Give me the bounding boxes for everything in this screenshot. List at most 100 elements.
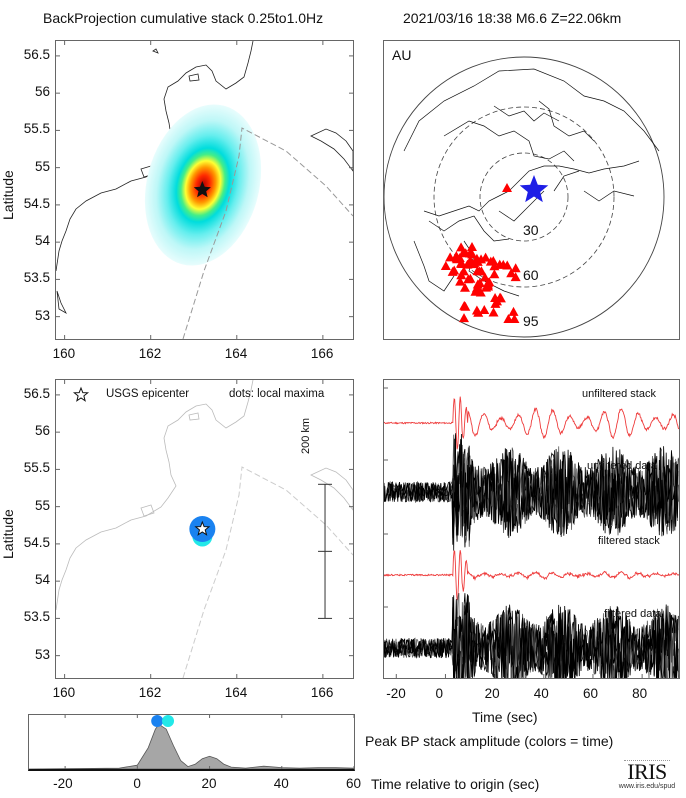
- stack-trace: [384, 396, 679, 450]
- y-tick-label: 54: [34, 233, 50, 249]
- trace-label-unfiltered-stack: unfiltered stack: [582, 388, 656, 400]
- amplitude-area: [29, 723, 354, 769]
- station-triangle: [463, 274, 474, 284]
- x-tick-label: -20: [386, 686, 406, 701]
- right-title: 2021/03/16 18:38 M6.6 Z=22.06km: [403, 10, 622, 26]
- waveform-panel: unfiltered stack unfiltered data filtere…: [383, 379, 680, 679]
- trace-label-filtered-data: filtered data: [604, 608, 662, 620]
- station-triangle: [474, 266, 485, 276]
- station-triangle: [455, 276, 466, 286]
- seismogram-line-icon: [624, 754, 670, 761]
- ring-label-30: 30: [523, 222, 539, 238]
- data-trace: [384, 595, 679, 678]
- stations: [440, 183, 521, 324]
- station-triangle: [480, 272, 491, 282]
- station-triangle: [457, 258, 468, 268]
- x-tick-label: 162: [138, 685, 162, 700]
- x-tick-label: 160: [52, 685, 76, 700]
- trace-label-filtered-stack: filtered stack: [598, 535, 660, 547]
- epicenter-star: [193, 181, 211, 198]
- y-tick-label: 53.5: [23, 609, 50, 625]
- peak-amplitude-panel: [28, 714, 355, 771]
- iris-logo: IRIS www.iris.edu/spud: [612, 754, 682, 791]
- y-tick-label: 56: [34, 423, 50, 439]
- logo-url: www.iris.edu/spud: [618, 783, 676, 790]
- station-triangle: [456, 270, 467, 280]
- y-tick-label: 55.5: [23, 460, 50, 476]
- x-tick-label: 0: [435, 686, 443, 701]
- station-triangle: [440, 261, 451, 271]
- station-triangle: [459, 300, 470, 310]
- logo-text: IRIS: [627, 759, 667, 784]
- waveform-x-label: Time (sec): [472, 709, 538, 725]
- y-tick-label: 54: [34, 572, 50, 588]
- peak-dot: [162, 715, 175, 727]
- region-label: AU: [392, 47, 412, 63]
- station-triangle: [492, 296, 503, 306]
- station-map: AU 30 60 95: [383, 40, 680, 340]
- station-triangle: [502, 183, 512, 192]
- data-trace: [384, 434, 679, 542]
- y-axis-label: Latitude: [0, 170, 16, 220]
- x-tick-label: 20: [201, 776, 217, 791]
- station-triangle: [479, 304, 490, 314]
- y-tick-label: 56: [34, 84, 50, 100]
- y-tick-label: 56.5: [23, 46, 50, 62]
- amplitude-title: Peak BP stack amplitude (colors = time): [365, 733, 614, 749]
- epicenter-star-outline: [194, 520, 211, 536]
- x-tick-label: 20: [484, 686, 500, 701]
- trace-label-unfiltered-data: unfiltered data: [587, 460, 657, 472]
- scale-label: 200 km: [300, 417, 312, 454]
- left-title: BackProjection cumulative stack 0.25to1.…: [43, 10, 324, 26]
- station-triangle: [467, 249, 478, 259]
- y-tick-label: 54.5: [23, 195, 50, 211]
- station-triangle: [510, 263, 521, 273]
- y-tick-label: 55.5: [23, 121, 50, 137]
- data-trace: [384, 433, 679, 545]
- y-tick-label: 53.5: [23, 270, 50, 286]
- ring-label-95: 95: [523, 313, 539, 329]
- station-triangle: [488, 307, 499, 317]
- station-triangle: [474, 277, 485, 287]
- epicenter-blue-star: [519, 175, 549, 203]
- data-trace: [384, 593, 679, 678]
- station-triangle: [467, 242, 477, 251]
- station-triangle: [506, 268, 517, 278]
- data-trace: [384, 601, 679, 678]
- legend-dots: dots: local maxima: [229, 388, 325, 400]
- y-axis-label-2: Latitude: [0, 509, 16, 559]
- x-tick-label: 0: [133, 776, 141, 791]
- x-tick-label: -20: [53, 776, 73, 791]
- x-tick-label: 162: [138, 346, 162, 361]
- station-triangle: [489, 269, 500, 279]
- ring-label-60: 60: [523, 267, 539, 283]
- station-triangle: [458, 247, 469, 257]
- station-triangle: [459, 313, 470, 323]
- cumulative-stack-map: [55, 40, 354, 340]
- x-tick-label: 166: [310, 346, 334, 361]
- station-triangle: [449, 265, 460, 275]
- station-triangle: [467, 259, 478, 269]
- coastline-faint: [56, 380, 353, 611]
- amplitude-x-label: Time relative to origin (sec): [371, 776, 540, 792]
- stack-trace: [384, 550, 679, 601]
- y-tick-label: 53: [34, 646, 50, 662]
- x-tick-label: 60: [346, 776, 362, 791]
- x-tick-label: 40: [533, 686, 549, 701]
- x-tick-label: 164: [224, 685, 248, 700]
- x-tick-label: 164: [224, 346, 248, 361]
- x-tick-label: 80: [632, 686, 648, 701]
- x-tick-label: 40: [273, 776, 289, 791]
- y-tick-label: 54.5: [23, 534, 50, 550]
- station-triangle: [498, 259, 509, 269]
- local-maxima-map: USGS epicenter dots: local maxima 200 km: [55, 379, 354, 679]
- data-trace: [384, 602, 679, 678]
- legend-star-icon: [72, 386, 90, 402]
- station-triangle: [459, 282, 470, 292]
- x-tick-label: 160: [52, 346, 76, 361]
- y-tick-label: 55: [34, 497, 50, 513]
- station-triangle: [485, 256, 496, 266]
- station-triangle: [483, 281, 494, 291]
- peak-dot: [151, 715, 164, 727]
- legend-epicenter: USGS epicenter: [106, 388, 190, 400]
